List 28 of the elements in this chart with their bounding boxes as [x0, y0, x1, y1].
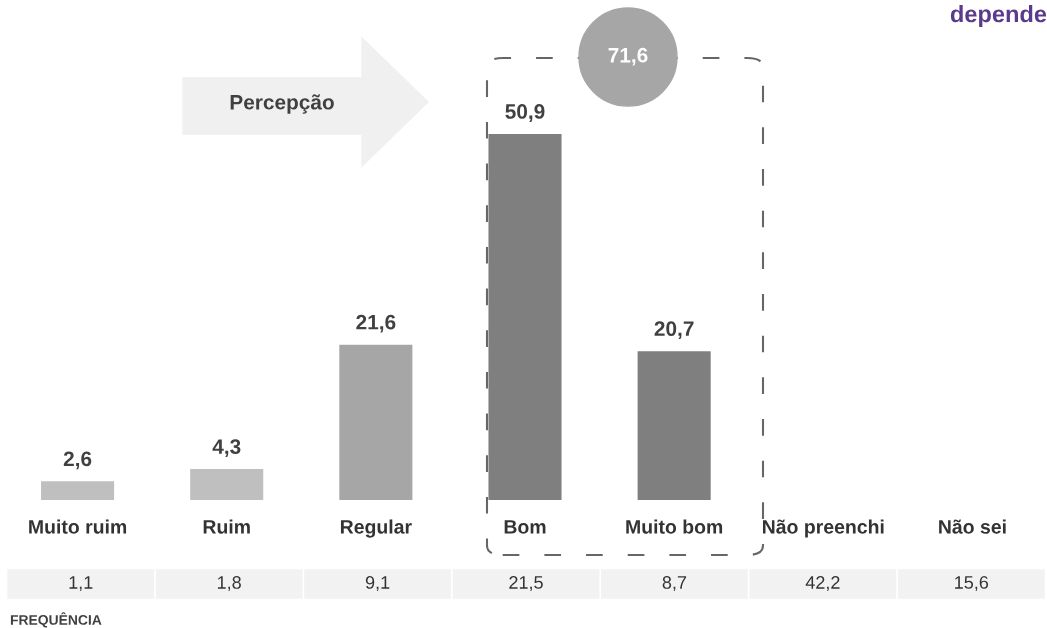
data-label: 20,7: [654, 321, 694, 340]
x-tick-label: Não sei: [939, 519, 1006, 534]
text: 1,1: [69, 576, 93, 591]
text: depende: [950, 5, 1047, 27]
x-tick-label: Ruim: [203, 519, 250, 534]
x-tick-label: Bom: [504, 520, 546, 534]
text: 21,5: [509, 576, 543, 591]
text: 8,7: [662, 576, 687, 591]
text: 71,6: [608, 47, 648, 66]
data-label: 50,9: [505, 104, 545, 122]
bar: [190, 469, 264, 500]
bar: [41, 481, 115, 500]
x-tick-label: Regular: [340, 519, 412, 538]
x-tick-label: Não preenchi: [763, 519, 884, 538]
data-label: 2,6: [63, 451, 92, 470]
text: 42,2: [805, 576, 840, 591]
text: Percepção: [230, 94, 334, 114]
x-tick-label: Muito bom: [626, 519, 723, 534]
text: 15,6: [955, 576, 989, 591]
bar: [637, 351, 711, 500]
text: 9,1: [365, 576, 390, 591]
data-label: 21,6: [356, 314, 396, 333]
bar: [339, 344, 413, 500]
text: 1,8: [217, 576, 241, 591]
text: FREQUÊNCIA: [10, 612, 102, 628]
x-tick-label: Muito ruim: [29, 519, 127, 534]
bar: [488, 133, 562, 500]
data-label: 4,3: [212, 439, 241, 457]
